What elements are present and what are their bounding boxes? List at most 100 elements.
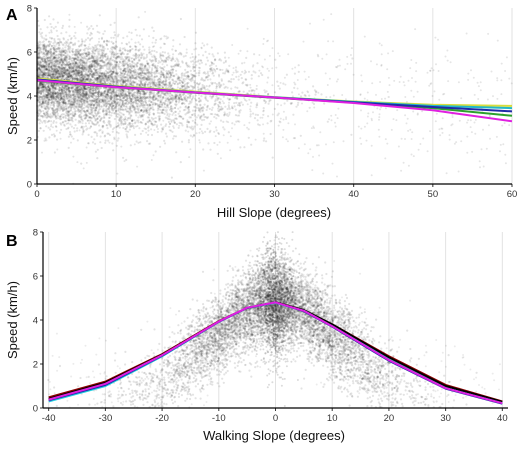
scatter-point bbox=[292, 113, 295, 116]
scatter-point bbox=[129, 45, 132, 48]
scatter-point bbox=[195, 47, 198, 50]
scatter-point bbox=[53, 39, 56, 42]
scatter-point bbox=[239, 146, 242, 149]
scatter-point bbox=[123, 105, 126, 108]
scatter-point bbox=[170, 176, 173, 179]
scatter-point bbox=[107, 139, 110, 142]
scatter-point bbox=[159, 75, 163, 78]
scatter-point bbox=[47, 126, 50, 129]
scatter-point bbox=[112, 65, 115, 68]
scatter-point bbox=[162, 91, 165, 94]
scatter-point bbox=[91, 141, 95, 144]
scatter-point bbox=[142, 118, 145, 121]
scatter-point bbox=[90, 25, 93, 28]
scatter-point bbox=[222, 102, 225, 105]
scatter-point bbox=[105, 95, 108, 98]
scatter-point bbox=[129, 122, 132, 125]
scatter-point bbox=[52, 44, 56, 47]
scatter-point bbox=[88, 122, 91, 125]
scatter-point bbox=[134, 28, 137, 31]
scatter-point bbox=[157, 77, 160, 80]
scatter-point bbox=[117, 94, 120, 97]
scatter-point bbox=[84, 125, 88, 128]
scatter-point bbox=[267, 76, 270, 79]
scatter-point bbox=[350, 133, 353, 136]
scatter-point bbox=[105, 108, 108, 111]
scatter-point bbox=[128, 41, 131, 44]
scatter-point bbox=[200, 77, 203, 80]
scatter-point bbox=[247, 70, 251, 73]
scatter-point bbox=[74, 118, 77, 121]
scatter-point bbox=[42, 82, 45, 85]
scatter-point bbox=[59, 105, 63, 108]
scatter-point bbox=[238, 104, 241, 107]
scatter-point bbox=[98, 115, 101, 118]
scatter-point bbox=[69, 66, 72, 69]
scatter-point bbox=[58, 117, 61, 120]
scatter-point bbox=[59, 94, 62, 97]
scatter-point bbox=[64, 120, 68, 123]
scatter-point bbox=[114, 40, 118, 43]
scatter-point bbox=[206, 88, 209, 91]
scatter-point bbox=[61, 24, 65, 27]
scatter-point bbox=[297, 101, 300, 104]
scatter-point bbox=[111, 95, 114, 98]
scatter-point bbox=[50, 29, 53, 32]
scatter-point bbox=[214, 113, 217, 116]
scatter-point bbox=[140, 69, 144, 72]
scatter-point bbox=[210, 81, 213, 84]
scatter-point bbox=[231, 105, 234, 108]
scatter-point bbox=[206, 43, 209, 46]
scatter-point bbox=[92, 47, 95, 50]
scatter-point bbox=[139, 141, 142, 144]
scatter-point bbox=[118, 126, 121, 129]
scatter-point bbox=[296, 103, 299, 106]
scatter-point bbox=[107, 66, 110, 69]
scatter-point bbox=[194, 97, 197, 100]
scatter-point bbox=[200, 123, 203, 126]
scatter-point bbox=[160, 105, 163, 108]
scatter-point bbox=[276, 80, 279, 83]
scatter-point bbox=[204, 63, 207, 66]
scatter-point bbox=[273, 107, 276, 110]
scatter-point bbox=[78, 54, 82, 57]
scatter-point bbox=[37, 129, 41, 133]
scatter-point bbox=[87, 110, 90, 113]
scatter-point bbox=[68, 89, 71, 92]
scatter-point bbox=[212, 55, 215, 58]
scatter-point bbox=[196, 123, 199, 126]
scatter-point bbox=[191, 77, 194, 80]
scatter-point bbox=[128, 95, 131, 98]
scatter-point bbox=[105, 42, 108, 45]
scatter-point bbox=[230, 87, 233, 90]
scatter-point bbox=[139, 94, 142, 97]
scatter-point bbox=[79, 99, 82, 102]
scatter-point bbox=[62, 92, 65, 95]
scatter-point bbox=[52, 42, 55, 45]
scatter-point bbox=[161, 59, 164, 62]
scatter-point bbox=[70, 125, 73, 128]
scatter-point bbox=[56, 21, 60, 24]
scatter-point bbox=[249, 115, 252, 118]
scatter-point bbox=[122, 113, 126, 116]
scatter-point bbox=[185, 61, 188, 64]
scatter-point bbox=[72, 44, 75, 47]
scatter-point bbox=[103, 113, 106, 116]
scatter-point bbox=[81, 96, 85, 99]
scatter-point bbox=[87, 67, 90, 70]
scatter-point bbox=[73, 72, 76, 75]
scatter-point bbox=[167, 120, 170, 124]
scatter-point bbox=[154, 103, 157, 106]
scatter-point bbox=[146, 111, 149, 115]
scatter-point bbox=[101, 44, 104, 47]
scatter-point bbox=[202, 148, 205, 151]
scatter-point bbox=[152, 59, 155, 62]
scatter-point bbox=[250, 74, 253, 77]
scatter-point bbox=[215, 117, 218, 120]
scatter-point bbox=[175, 73, 178, 76]
scatter-point bbox=[63, 68, 66, 71]
scatter-point bbox=[117, 137, 120, 140]
scatter-point bbox=[133, 66, 136, 69]
scatter-point bbox=[218, 101, 221, 104]
scatter-point bbox=[147, 142, 150, 145]
